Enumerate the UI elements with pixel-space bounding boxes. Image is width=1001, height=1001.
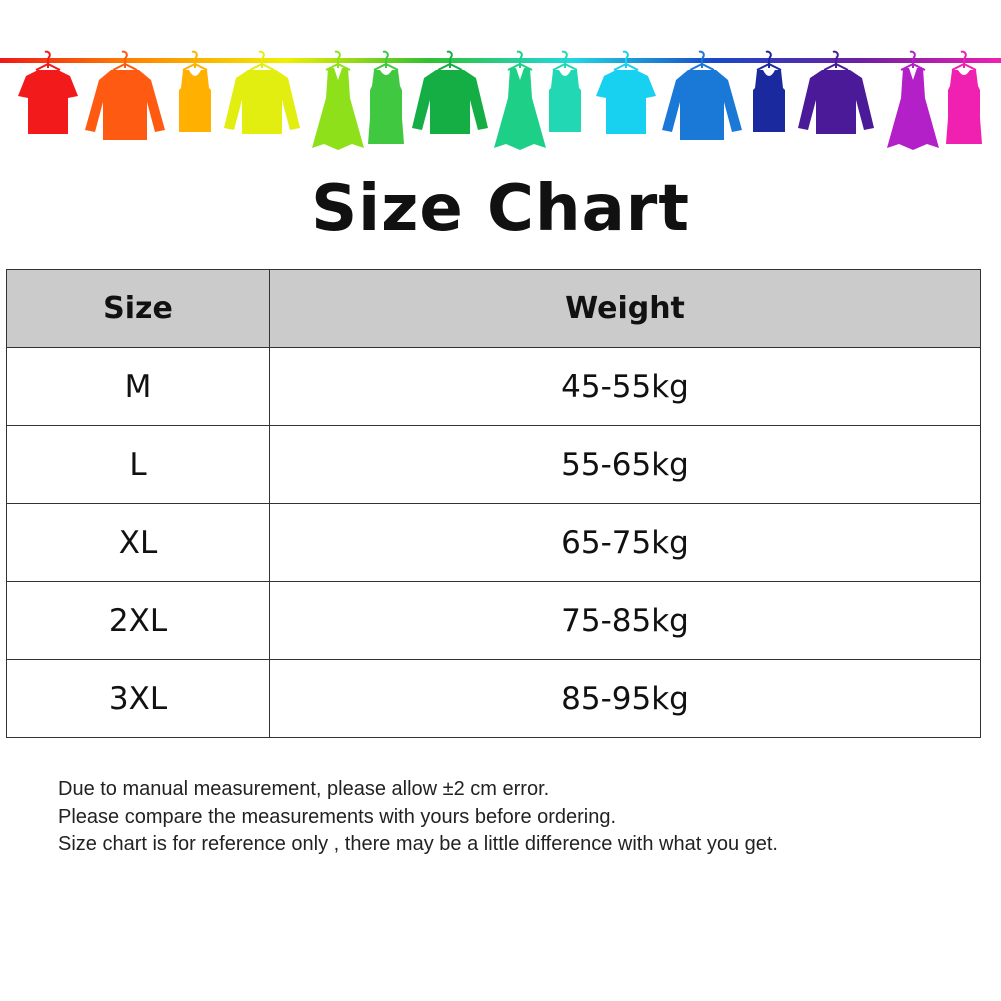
- sweater-icon: [412, 50, 488, 134]
- hanger-icon: [112, 50, 138, 71]
- garment-shape: [179, 70, 211, 132]
- size-cell: XL: [6, 503, 270, 582]
- weight-cell: 55-65kg: [269, 425, 981, 504]
- dress-icon: [312, 50, 364, 150]
- garment-shape: [753, 70, 785, 132]
- notes: Due to manual measurement, please allow …: [58, 776, 778, 859]
- garment-shape: [549, 70, 581, 132]
- garment-shape: [18, 70, 78, 134]
- hanger-icon: [249, 50, 275, 71]
- hanger-icon: [182, 50, 208, 71]
- table-row: 3XL 85-95kg: [6, 659, 981, 738]
- size-cell: L: [6, 425, 270, 504]
- size-cell: 2XL: [6, 581, 270, 660]
- tank-top-icon: [179, 50, 211, 132]
- weight-cell: 45-55kg: [269, 347, 981, 426]
- garment-shape: [494, 68, 546, 150]
- clothes-rail: [0, 58, 1001, 63]
- header-weight: Weight: [269, 269, 981, 348]
- note-line: Please compare the measurements with you…: [58, 805, 617, 828]
- tank-top-icon: [549, 50, 581, 132]
- page-title: Size Chart: [311, 172, 690, 246]
- garment-shape: [368, 70, 404, 144]
- garment-shape: [412, 70, 488, 134]
- note-line: Due to manual measurement, please allow …: [58, 778, 550, 800]
- size-cell: M: [6, 347, 270, 426]
- sweater-icon: [798, 50, 874, 134]
- table-row: L 55-65kg: [6, 425, 981, 504]
- weight-cell: 85-95kg: [269, 659, 981, 738]
- hanger-icon: [951, 50, 977, 71]
- tshirt-icon: [18, 50, 78, 134]
- tank-top-icon: [753, 50, 785, 132]
- table-row: 2XL 75-85kg: [6, 581, 981, 660]
- hanger-icon: [35, 50, 61, 71]
- hanger-icon: [756, 50, 782, 71]
- garment-shape: [224, 70, 300, 134]
- table-row: XL 65-75kg: [6, 503, 981, 582]
- header-size: Size: [6, 269, 270, 348]
- clothes-banner: [0, 50, 1001, 150]
- belted-dress-icon: [368, 50, 404, 144]
- hanger-icon: [823, 50, 849, 71]
- size-table: Size Weight M 45-55kg L 55-65kg XL 65-75kg …: [6, 269, 981, 738]
- table-header-row: Size Weight: [6, 269, 981, 348]
- garment-shape: [662, 70, 742, 140]
- garment-shape: [798, 70, 874, 134]
- note-line: Size chart is for reference only , there…: [58, 833, 778, 855]
- garment-shape: [596, 70, 656, 134]
- hanger-icon: [613, 50, 639, 71]
- dress-icon: [494, 50, 546, 150]
- hanger-icon: [437, 50, 463, 71]
- garment-shape: [946, 70, 982, 144]
- shirt-icon: [85, 50, 165, 140]
- garment-shape: [887, 68, 939, 150]
- tshirt-icon: [596, 50, 656, 134]
- weight-cell: 65-75kg: [269, 503, 981, 582]
- hanger-icon: [373, 50, 399, 71]
- garment-shape: [85, 70, 165, 140]
- dress-icon: [887, 50, 939, 150]
- belted-dress-icon: [946, 50, 982, 144]
- hanger-icon: [552, 50, 578, 71]
- garment-shape: [312, 68, 364, 150]
- shirt-icon: [662, 50, 742, 140]
- table-row: M 45-55kg: [6, 347, 981, 426]
- weight-cell: 75-85kg: [269, 581, 981, 660]
- size-cell: 3XL: [6, 659, 270, 738]
- sweater-icon: [224, 50, 300, 134]
- hanger-icon: [689, 50, 715, 71]
